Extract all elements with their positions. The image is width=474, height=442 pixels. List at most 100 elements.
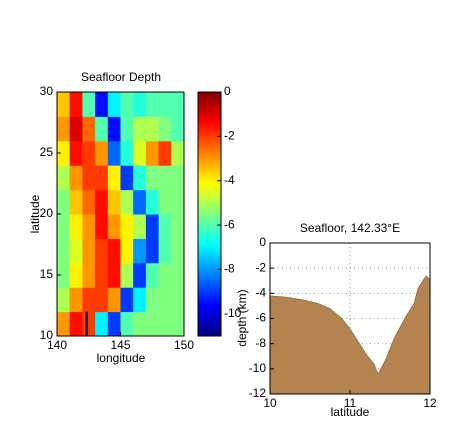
heatmap-cell bbox=[158, 92, 172, 117]
heatmap-cell bbox=[120, 214, 134, 239]
heatmap-cell bbox=[145, 92, 160, 117]
heatmap-cell bbox=[158, 311, 172, 337]
heatmap-cell bbox=[57, 165, 71, 191]
heatmap-cell bbox=[69, 92, 83, 117]
heatmap-cell bbox=[171, 189, 185, 215]
heatmap-cell bbox=[120, 140, 134, 166]
y-tick-label: 15 bbox=[40, 267, 54, 281]
y-axis-label: depth (km) bbox=[235, 289, 249, 346]
heatmap-cell bbox=[57, 238, 71, 264]
colorbar-tick-label: -2 bbox=[224, 129, 235, 143]
heatmap-cell bbox=[57, 262, 71, 288]
y-tick-label: -2 bbox=[255, 260, 266, 274]
heatmap-cell bbox=[82, 140, 96, 166]
heatmap-cell bbox=[158, 262, 172, 288]
heatmap-cell bbox=[57, 92, 71, 117]
y-tick-label: -12 bbox=[249, 386, 267, 400]
heatmap-cell bbox=[120, 311, 134, 337]
heatmap-cell bbox=[120, 92, 134, 117]
heatmap-cell bbox=[107, 165, 121, 191]
area bbox=[269, 275, 431, 395]
heatmap-cell bbox=[57, 214, 71, 239]
heatmap-cell bbox=[57, 140, 71, 166]
heatmap-cell bbox=[171, 238, 185, 264]
y-tick-label: 30 bbox=[40, 84, 54, 98]
heatmap-cell bbox=[82, 92, 96, 117]
heatmap-cell bbox=[82, 189, 96, 215]
heatmap-cell bbox=[95, 165, 109, 191]
x-tick-label: 145 bbox=[110, 338, 130, 352]
heatmap-cell bbox=[107, 287, 121, 313]
heatmap-cell bbox=[82, 238, 96, 264]
heatmap-cell bbox=[107, 92, 121, 117]
heatmap-cell bbox=[69, 287, 83, 313]
colorbar-tick-label: -10 bbox=[224, 306, 242, 320]
heatmap-cell bbox=[171, 287, 185, 313]
heatmap-cell bbox=[95, 311, 109, 337]
heatmap-cell bbox=[158, 238, 172, 264]
heatmap-cell bbox=[107, 311, 121, 337]
y-tick-label: -6 bbox=[255, 311, 266, 325]
heatmap-cell bbox=[120, 287, 134, 313]
heatmap-cell bbox=[133, 287, 147, 313]
heatmap-cell bbox=[107, 262, 121, 288]
heatmap-cell bbox=[145, 287, 160, 313]
heatmap-cell bbox=[69, 116, 83, 142]
heatmap-cell bbox=[95, 238, 109, 264]
heatmap-cell bbox=[69, 311, 83, 337]
heatmap-cell bbox=[145, 238, 160, 264]
heatmap-cell bbox=[171, 92, 185, 117]
heatmap-cell bbox=[171, 262, 185, 288]
colorbar-tick-label: -4 bbox=[224, 173, 235, 187]
y-tick-label: -8 bbox=[255, 336, 266, 350]
heatmap-cell bbox=[95, 140, 109, 166]
y-tick-label: 0 bbox=[259, 235, 266, 249]
heatmap-cell bbox=[120, 262, 134, 288]
heatmap-cell bbox=[133, 262, 147, 288]
heatmap-cell bbox=[158, 189, 172, 215]
heatmap-cell bbox=[82, 165, 96, 191]
heatmap-cell bbox=[95, 287, 109, 313]
heatmap-cell bbox=[82, 262, 96, 288]
x-tick-label: 10 bbox=[263, 396, 277, 410]
x-tick-label: 12 bbox=[423, 396, 437, 410]
heatmap-cell bbox=[171, 116, 185, 142]
heatmap-cell bbox=[120, 189, 134, 215]
heatmap-cell bbox=[95, 214, 109, 239]
heatmap-cell bbox=[120, 116, 134, 142]
heatmap-cell bbox=[158, 165, 172, 191]
heatmap-cell bbox=[69, 214, 83, 239]
x-axis-label: latitude bbox=[331, 405, 370, 419]
heatmap-cell bbox=[107, 238, 121, 264]
heatmap-cell bbox=[69, 189, 83, 215]
heatmap-cell bbox=[171, 140, 185, 166]
heatmap-cell bbox=[69, 262, 83, 288]
heatmap-cell bbox=[69, 238, 83, 264]
chart-title: Seafloor, 142.33°E bbox=[300, 221, 400, 235]
heatmap-cell bbox=[133, 311, 147, 337]
heatmap-cell bbox=[95, 262, 109, 288]
heatmap-cell bbox=[82, 116, 96, 142]
heatmap-cell bbox=[133, 140, 147, 166]
heatmap-cell bbox=[158, 287, 172, 313]
y-axis-label: latitude bbox=[28, 194, 42, 233]
y-tick-label: -10 bbox=[249, 361, 267, 375]
heatmap-cell bbox=[171, 165, 185, 191]
heatmap-cell bbox=[82, 311, 96, 337]
colorbar-tick-label: 0 bbox=[224, 84, 231, 98]
chart-title: Seafloor Depth bbox=[81, 70, 161, 84]
heatmap-cell bbox=[145, 116, 160, 142]
heatmap-cell bbox=[133, 214, 147, 239]
heatmap-cell bbox=[145, 140, 160, 166]
colorbar-tick-label: -8 bbox=[224, 262, 235, 276]
heatmap-cell bbox=[145, 214, 160, 239]
colorbar bbox=[197, 91, 222, 337]
heatmap-cell bbox=[57, 287, 71, 313]
heatmap-cell bbox=[95, 189, 109, 215]
heatmap-cell bbox=[145, 165, 160, 191]
x-axis-label: longitude bbox=[97, 351, 146, 365]
heatmap-cell bbox=[107, 214, 121, 239]
heatmap-cell bbox=[82, 214, 96, 239]
heatmap-cell bbox=[95, 116, 109, 142]
